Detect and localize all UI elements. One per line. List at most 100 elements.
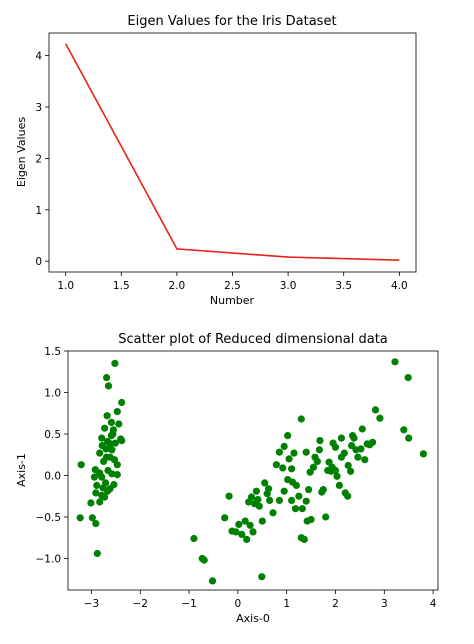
scatter-point [358, 425, 366, 433]
scatter-point [347, 467, 355, 475]
scatter-chart: Scatter plot of Reduced dimensional data… [15, 332, 439, 625]
eigen-y-tick-label: 0 [35, 256, 42, 268]
scatter-point [232, 528, 240, 536]
scatter-point [316, 437, 324, 445]
scatter-point [292, 481, 300, 489]
scatter-point [302, 497, 310, 505]
scatter-point [349, 432, 357, 440]
scatter-point [333, 472, 341, 480]
scatter-point [371, 406, 380, 414]
scatter-point [93, 549, 101, 558]
scatter-point [254, 495, 262, 504]
scatter-point [103, 412, 111, 420]
scatter-point [108, 470, 116, 478]
scatter-point [297, 415, 305, 423]
eigen-y-tick-label: 1 [35, 205, 42, 217]
eigen-chart-title: Eigen Values for the Iris Dataset [127, 14, 336, 29]
scatter-point [98, 442, 106, 450]
eigen-x-tick-label: 2.5 [224, 280, 241, 292]
scatter-point [255, 502, 263, 510]
eigen-x-tick-label: 3.0 [280, 280, 297, 292]
scatter-x-tick-label: −2 [133, 598, 148, 610]
scatter-point [96, 449, 104, 457]
scatter-point [221, 514, 229, 522]
eigen-chart-x-ticks: 1.0 1.5 2.0 2.5 3.0 3.5 4.0 [57, 272, 408, 292]
eigen-chart-ylabel: Eigen Values [15, 117, 28, 187]
scatter-point [288, 465, 296, 473]
scatter-point [252, 487, 260, 495]
scatter-x-tick-label: 4 [430, 598, 437, 610]
scatter-chart-plot [76, 358, 427, 585]
scatter-point [302, 448, 310, 456]
scatter-point [103, 487, 112, 495]
scatter-y-tick-label: 0.5 [44, 429, 61, 441]
scatter-point [275, 496, 283, 504]
scatter-point [238, 530, 246, 539]
scatter-point [279, 464, 287, 472]
scatter-point [101, 424, 109, 432]
scatter-point [288, 496, 296, 504]
scatter-x-tick-label: 3 [381, 598, 388, 610]
scatter-point [419, 450, 427, 458]
scatter-point [190, 534, 198, 543]
eigen-x-tick-label: 1.0 [57, 280, 74, 292]
scatter-point [98, 434, 106, 442]
scatter-y-tick-label: −0.5 [36, 512, 62, 524]
eigen-x-tick-label: 4.0 [391, 280, 408, 292]
scatter-point [249, 528, 257, 536]
scatter-x-tick-label: 2 [332, 598, 339, 610]
scatter-point [92, 489, 100, 497]
scatter-point [272, 461, 280, 469]
scatter-point [87, 499, 95, 507]
scatter-y-tick-label: 1.0 [44, 387, 61, 399]
scatter-point [258, 573, 266, 581]
scatter-point [391, 358, 399, 366]
scatter-point [340, 449, 348, 457]
scatter-chart-y-ticks: 1.5 1.0 0.5 0.0 −0.5 −1.0 [36, 346, 68, 565]
scatter-point [331, 443, 340, 451]
scatter-chart-frame [67, 350, 439, 591]
scatter-point [111, 439, 119, 447]
eigen-chart: Eigen Values for the Iris Dataset 01234 … [15, 14, 417, 307]
scatter-point [90, 473, 98, 481]
scatter-x-tick-label: −3 [84, 598, 99, 610]
scatter-x-tick-label: 1 [283, 598, 290, 610]
eigen-x-tick-label: 3.5 [335, 280, 352, 292]
scatter-point [354, 453, 362, 461]
scatter-point [113, 461, 121, 469]
scatter-point [115, 420, 123, 428]
scatter-point [376, 414, 384, 422]
scatter-point [247, 493, 256, 501]
eigen-y-tick-label: 4 [35, 51, 42, 63]
eigen-y-tick-label: 2 [35, 153, 42, 165]
scatter-point [88, 514, 96, 522]
scatter-point [331, 466, 340, 475]
scatter-chart-xlabel: Axis-0 [236, 612, 270, 625]
scatter-y-tick-label: −1.0 [36, 553, 62, 565]
eigen-chart-plot [64, 43, 400, 261]
eigen-chart-y-ticks: 0 1 2 3 4 [35, 51, 49, 268]
scatter-point [295, 492, 303, 500]
scatter-point [307, 515, 315, 524]
scatter-chart-title: Scatter plot of Reduced dimensional data [118, 332, 388, 347]
scatter-point [405, 434, 413, 442]
scatter-point [243, 535, 251, 544]
eigen-x-tick-label: 1.5 [113, 280, 130, 292]
scatter-point [104, 382, 113, 390]
scatter-point [241, 517, 249, 525]
scatter-x-tick-label: 0 [235, 598, 242, 610]
scatter-point [113, 471, 121, 479]
scatter-chart-x-ticks: −3 −2 −1 0 1 2 3 4 [84, 590, 437, 610]
eigen-x-tick-label: 2.0 [169, 280, 186, 292]
scatter-point [291, 505, 300, 513]
scatter-point [280, 487, 288, 495]
scatter-point [246, 521, 254, 529]
scatter-point [361, 456, 369, 464]
scatter-point [313, 457, 321, 465]
scatter-point [92, 520, 100, 528]
scatter-point [309, 463, 318, 471]
scatter-point [404, 374, 412, 382]
scatter-point [290, 449, 298, 457]
eigen-chart-frame [48, 32, 417, 273]
scatter-point [225, 492, 233, 500]
